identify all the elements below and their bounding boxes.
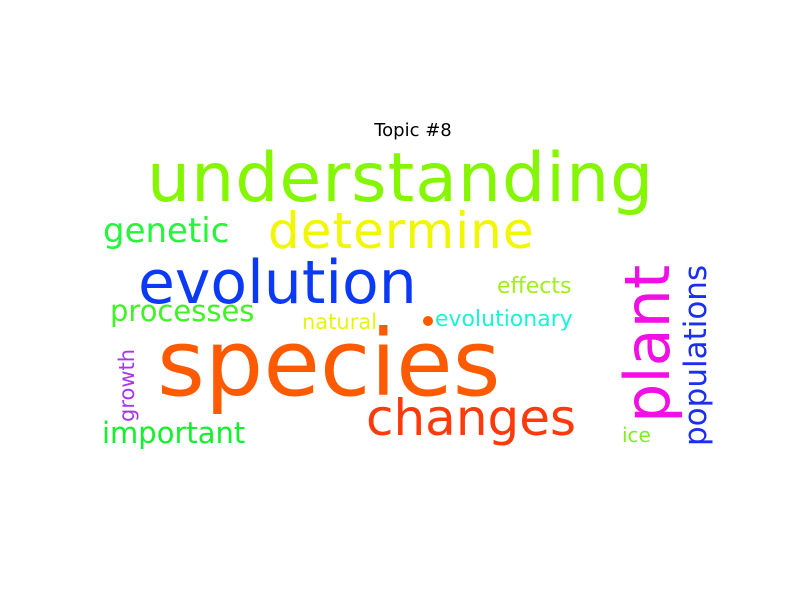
chart-title: Topic #8	[374, 120, 452, 141]
word-determine: determine	[268, 202, 535, 260]
word-evolutionary: evolutionary	[435, 307, 573, 332]
word-changes: changes	[366, 389, 577, 447]
word-understanding: understanding	[147, 139, 655, 218]
word-populations: populations	[678, 264, 714, 446]
word-evolution: evolution	[138, 248, 417, 318]
word-processes: processes	[110, 294, 255, 328]
word-species: species	[157, 310, 501, 417]
word-plant: plant	[611, 264, 684, 423]
word-growth: growth	[115, 348, 139, 422]
dot-mark	[423, 316, 433, 326]
word-important: important	[102, 416, 246, 450]
word-genetic: genetic	[103, 211, 230, 251]
word-effects: effects	[497, 274, 572, 299]
word-ice: ice	[622, 423, 651, 447]
word-natural: natural	[302, 310, 378, 334]
